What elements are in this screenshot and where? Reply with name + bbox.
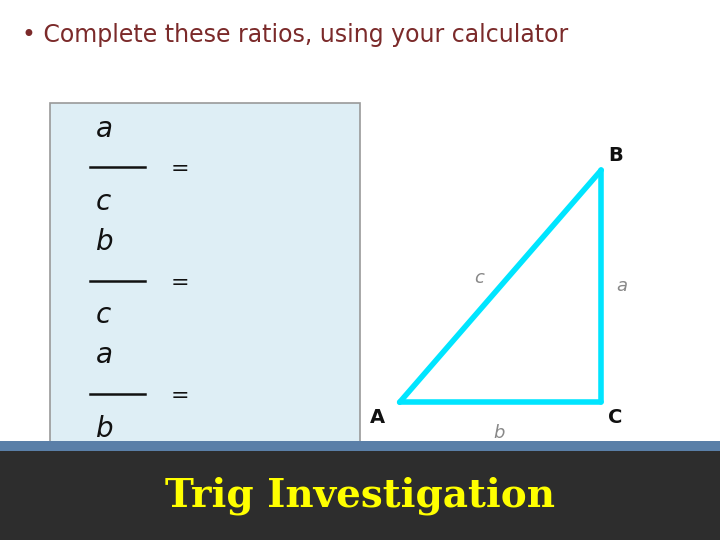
Bar bbox=[0, 441, 720, 451]
Text: $=$: $=$ bbox=[166, 157, 189, 178]
Text: A: A bbox=[370, 408, 385, 427]
Text: $\mathit{b}$: $\mathit{b}$ bbox=[492, 424, 505, 442]
Text: $\mathit{a}$: $\mathit{a}$ bbox=[616, 277, 627, 295]
Text: $\mathit{b}$: $\mathit{b}$ bbox=[94, 228, 113, 256]
Text: $=$: $=$ bbox=[166, 384, 189, 404]
Text: $\mathit{c}$: $\mathit{c}$ bbox=[474, 269, 486, 287]
Text: B: B bbox=[608, 146, 623, 165]
Bar bbox=[50, 103, 360, 446]
Text: $\mathit{b}$: $\mathit{b}$ bbox=[94, 415, 113, 443]
Text: $\mathit{c}$: $\mathit{c}$ bbox=[95, 188, 112, 216]
Text: • Complete these ratios, using your calculator: • Complete these ratios, using your calc… bbox=[22, 23, 568, 47]
Bar bbox=[0, 451, 720, 540]
Text: $=$: $=$ bbox=[166, 271, 189, 291]
Text: $\mathit{a}$: $\mathit{a}$ bbox=[95, 114, 112, 143]
Text: C: C bbox=[608, 408, 623, 427]
Text: Trig Investigation: Trig Investigation bbox=[165, 476, 555, 515]
Text: $\mathit{c}$: $\mathit{c}$ bbox=[95, 301, 112, 329]
Text: $\mathit{a}$: $\mathit{a}$ bbox=[95, 341, 112, 369]
